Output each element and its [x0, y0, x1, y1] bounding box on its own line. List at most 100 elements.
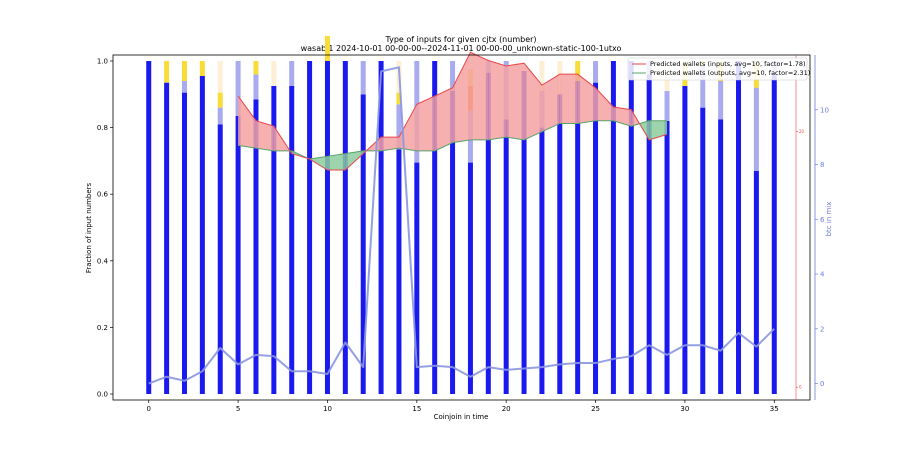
bar-blue-9	[307, 61, 313, 394]
x-tick-label-35: 35	[770, 405, 779, 413]
y-tick-label-0.2: 0.2	[97, 324, 108, 332]
legend: Predicted wallets (inputs, avg=10, facto…	[627, 57, 810, 81]
y2-axis-label: btc in mix	[825, 202, 833, 237]
diff-area-12-0	[452, 52, 471, 143]
bar-blue-28	[646, 74, 652, 394]
diff-area-21-0	[613, 107, 632, 127]
bar-yellow-10	[324, 36, 330, 61]
diff-area-1-0	[255, 120, 274, 151]
bar-blue-17	[450, 90, 456, 394]
diff-area-17-0	[541, 74, 560, 132]
bar-lightblue-25	[593, 61, 599, 83]
bar-yellow-24	[575, 61, 581, 81]
bar-blue-23	[557, 94, 563, 395]
legend-label-outputs: Predicted wallets (outputs, avg=10, fact…	[650, 69, 810, 77]
bar-blue-5	[235, 115, 241, 394]
bar-blue-13	[378, 61, 384, 394]
line-btc-in-mix	[148, 66, 775, 385]
legend-label-inputs: Predicted wallets (inputs, avg=10, facto…	[650, 60, 806, 68]
bar-lightblue-4	[217, 107, 223, 125]
bar-blue-12	[360, 94, 366, 395]
diff-area-6-0	[345, 150, 364, 170]
chart-subtitle: wasabi1 2024-10-01 00-00-00--2024-11-01 …	[301, 44, 622, 53]
x-axis-label: Coinjoin in time	[434, 413, 489, 421]
bar-blue-6	[253, 99, 259, 395]
y3-axis: 0 20	[795, 55, 805, 400]
bar-blue-16	[432, 61, 438, 394]
bar-lightblue-5	[235, 61, 241, 116]
line-inputs	[237, 51, 668, 171]
bar-blue-35	[771, 74, 777, 394]
bar-lightblue-17	[450, 61, 456, 91]
y2-tick-label-10: 10	[820, 106, 829, 114]
bar-blue-32	[718, 119, 724, 394]
diff-area-19-0	[577, 74, 596, 124]
bar-lightblue-32	[718, 80, 724, 120]
diff-area-14-0	[488, 60, 507, 140]
x-tick-label-25: 25	[591, 405, 600, 413]
y3-tick-label-20: 20	[799, 129, 805, 134]
bar-lightblue-6	[253, 74, 259, 100]
diff-area-4-0	[309, 156, 328, 170]
diff-area-15-0	[506, 63, 525, 140]
y-tick-label-0.6: 0.6	[97, 191, 109, 199]
plot-area	[146, 36, 777, 395]
bar-blue-25	[593, 82, 599, 394]
bar-cream-22	[539, 61, 545, 91]
bar-lightblue-34	[753, 87, 759, 171]
bar-yellow-2	[181, 61, 187, 81]
legend-box	[627, 57, 808, 81]
x-tick-label-5: 5	[236, 405, 240, 413]
bar-cream-7	[271, 61, 277, 86]
chart-title: Type of inputs for given cjtx (number)	[384, 35, 536, 44]
x-axis: 0 5 10 15 20 25 30 35	[147, 400, 779, 413]
bar-blue-7	[271, 85, 277, 394]
bar-blue-20	[503, 119, 509, 394]
bar-lightblue-14	[396, 104, 402, 150]
x-tick-label-15: 15	[412, 405, 421, 413]
bar-blue-21	[521, 70, 527, 395]
bar-blue-34	[753, 170, 759, 394]
bar-blue-22	[539, 127, 545, 394]
y2-axis: 0 2 4 6 8 10	[814, 55, 829, 400]
diff-area-0-0	[238, 96, 256, 149]
bar-blue-1	[164, 82, 170, 394]
y-tick-label-0.4: 0.4	[97, 257, 109, 265]
diff-area-11-0	[434, 87, 453, 151]
bar-blue-33	[736, 61, 742, 394]
bar-yellow-6	[253, 61, 259, 75]
bar-cream-4	[217, 61, 223, 93]
bar-blue-26	[610, 61, 616, 394]
bar-blue-15	[414, 162, 420, 394]
bar-blue-30	[682, 85, 688, 394]
plot-frame	[112, 54, 811, 401]
bar-blue-31	[700, 107, 706, 395]
y-axis-label: Fraction of input numbers	[85, 182, 93, 273]
bar-blue-27	[628, 61, 634, 394]
y2-tick-label-0: 0	[820, 380, 824, 388]
y-tick-label-0.8: 0.8	[97, 124, 108, 132]
y2-tick-label-2: 2	[820, 325, 824, 333]
bar-blue-2	[181, 92, 187, 394]
y2-tick-label-4: 4	[820, 271, 825, 279]
bar-blue-19	[485, 72, 491, 394]
bar-blue-0	[146, 61, 152, 394]
y-tick-label-1.0: 1.0	[97, 58, 108, 66]
diff-area-8-0	[381, 137, 399, 151]
y2-tick-label-8: 8	[820, 161, 824, 169]
bar-blue-10	[324, 61, 330, 394]
x-tick-label-10: 10	[323, 405, 332, 413]
bar-yellow-1	[164, 61, 170, 83]
y2-tick-label-6: 6	[820, 216, 825, 224]
diff-area-20-0	[595, 87, 614, 121]
bar-blue-14	[396, 149, 402, 394]
y-tick-label-0.0: 0.0	[97, 391, 108, 399]
bar-blue-4	[217, 124, 223, 395]
x-tick-label-0: 0	[147, 405, 151, 413]
bar-blue-18	[467, 162, 473, 394]
diff-area-16-0	[524, 63, 542, 140]
diff-area-13-0	[470, 52, 489, 140]
y3-tick-label-0: 0	[799, 385, 802, 390]
line-layer	[148, 51, 775, 385]
